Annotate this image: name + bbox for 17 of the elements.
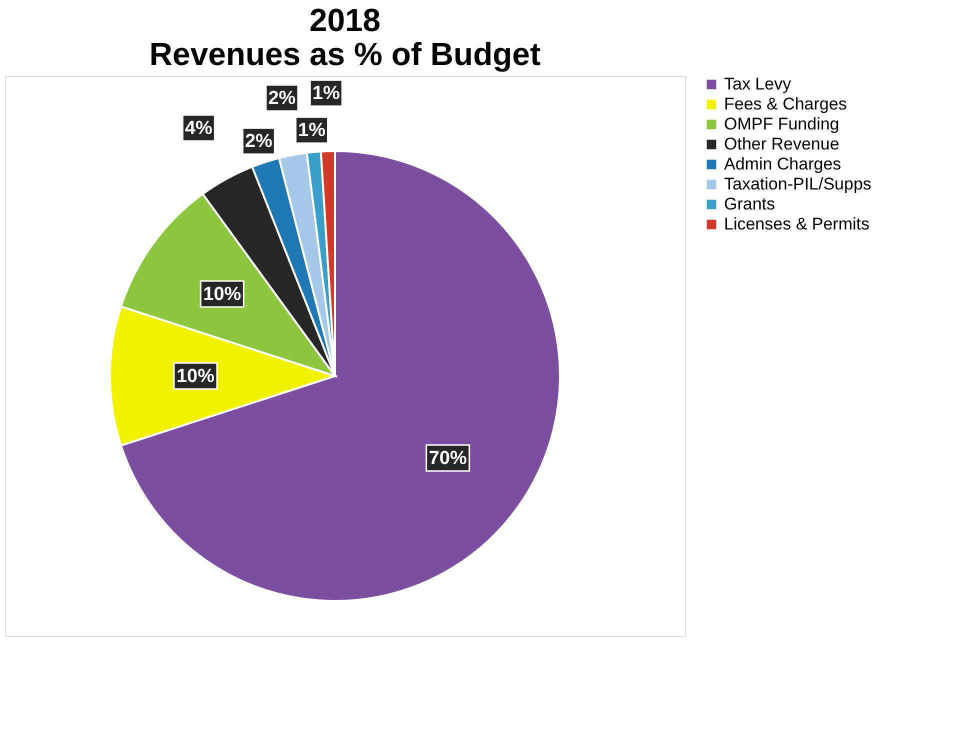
legend-label: Tax Levy: [724, 74, 792, 94]
legend-label: Grants: [724, 194, 776, 214]
chart-title: 2018 Revenues as % of Budget: [149, 2, 541, 72]
legend-label: Taxation-PIL/Supps: [724, 174, 872, 194]
legend-label: Fees & Charges: [724, 94, 847, 114]
data-label: 4%: [184, 118, 212, 140]
data-label: 10%: [203, 284, 242, 306]
legend-label: Other Revenue: [724, 134, 840, 154]
data-label: 10%: [176, 366, 215, 387]
data-label: 1%: [312, 83, 340, 104]
legend-label: Admin Charges: [724, 154, 842, 174]
data-label: 2%: [268, 88, 296, 110]
data-label: 1%: [298, 120, 326, 142]
legend-label: OMPF Funding: [724, 114, 840, 134]
data-label: 70%: [428, 448, 467, 469]
legend-label: Licenses & Permits: [724, 214, 870, 234]
data-label: 2%: [244, 131, 273, 152]
